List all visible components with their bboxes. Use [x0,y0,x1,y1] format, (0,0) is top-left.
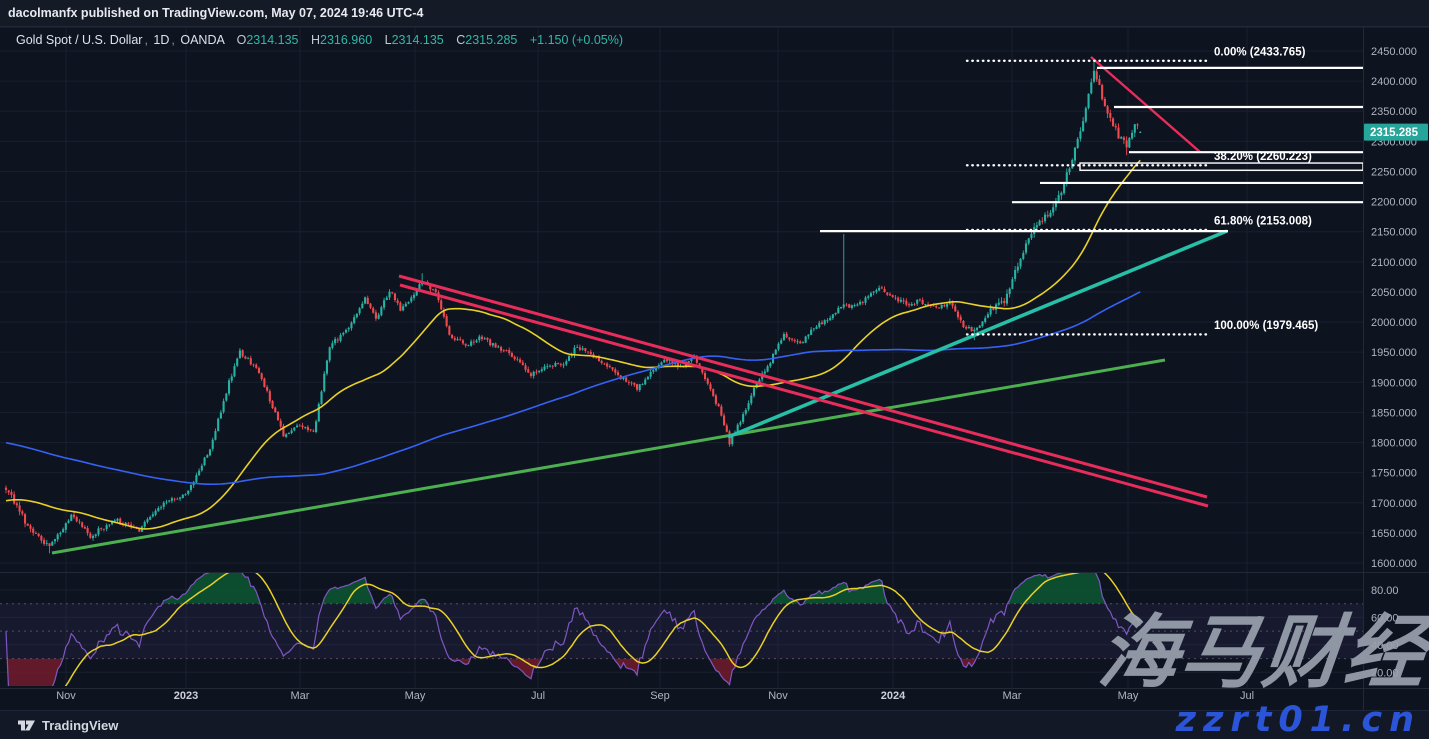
svg-text:2100.000: 2100.000 [1371,257,1417,269]
svg-text:2350.000: 2350.000 [1371,106,1417,118]
price-axis-labels: 2450.0002400.0002350.0002300.0002250.000… [1371,46,1417,679]
horizontal-ray-drawings[interactable] [820,66,1364,233]
descending-channel-upper [398,274,1208,499]
fib-level-label: 100.00% (1979.465) [1214,320,1318,332]
svg-text:1950.000: 1950.000 [1371,347,1417,359]
high-value: 2316.960 [320,33,373,47]
publish-info-text: dacolmanfx published on TradingView.com,… [8,6,424,20]
svg-text:May: May [405,690,426,702]
last-price-badge: 2315.285 [1364,123,1428,141]
change-value: +1.150 (+0.05%) [529,33,623,47]
svg-text:2450.000: 2450.000 [1371,46,1417,58]
fib-level-label: 0.00% (2433.765) [1214,46,1306,58]
low-value: 2314.135 [391,33,444,47]
svg-text:2150.000: 2150.000 [1371,227,1417,239]
rsi-line [5,573,1141,686]
svg-text:2315.285: 2315.285 [1370,127,1419,139]
svg-text:1750.000: 1750.000 [1371,468,1417,480]
close-label: C [456,33,466,47]
svg-text:Nov: Nov [56,690,76,702]
time-axis[interactable] [0,688,1363,710]
svg-text:80.00: 80.00 [1371,585,1399,597]
close-value: 2315.285 [465,33,518,47]
svg-text:2023: 2023 [174,690,198,702]
high-label: H [310,33,321,47]
svg-text:1700.000: 1700.000 [1371,498,1417,510]
candlestick-layer [4,60,1142,554]
svg-text:2400.000: 2400.000 [1371,76,1417,88]
svg-text:1600.000: 1600.000 [1371,558,1417,570]
svg-text:2250.000: 2250.000 [1371,166,1417,178]
svg-text:Sep: Sep [650,690,670,702]
svg-text:Mar: Mar [291,690,310,702]
svg-text:2200.000: 2200.000 [1371,197,1417,209]
svg-text:Nov: Nov [768,690,788,702]
publish-bar: dacolmanfx published on TradingView.com,… [0,0,1429,27]
low-label: L [384,33,392,47]
supply-zone-box [1079,162,1364,171]
descending-channel-lower [399,283,1209,508]
fib-level-label: 61.80% (2153.008) [1214,215,1312,227]
support-trendline-green [51,358,1166,555]
rsi-band [0,603,1363,659]
tradingview-brand-text[interactable]: TradingView [42,717,119,733]
open-label: O [236,33,247,47]
fib-level-label: 38.20% (2260.223) [1214,151,1312,163]
svg-text:May: May [1118,690,1139,702]
pane-separators [0,26,1429,710]
svg-text:60.00: 60.00 [1371,612,1399,624]
symbol-legend[interactable]: Gold Spot / U.S. Dollar, 1D, OANDA O2314… [16,33,623,47]
rsi-oversold-fill [7,658,977,687]
fib-retracement-drawing[interactable]: 0.00% (2433.765) 38.20% (2260.223) 61.80% … [965,46,1318,336]
interval-label[interactable]: 1D [153,33,170,47]
svg-text:1800.000: 1800.000 [1371,438,1417,450]
ma-fast-yellow [5,159,1141,530]
svg-text:1900.000: 1900.000 [1371,377,1417,389]
rsi-overbought-fill [6,572,1141,604]
svg-text:40.00: 40.00 [1371,640,1399,652]
price-axis[interactable] [1363,27,1429,688]
rsi-ma-line [64,573,1141,686]
time-axis-labels: Nov 2023 Mar May Jul Sep Nov 2024 Mar May Jul [56,690,1254,702]
exchange-label: OANDA [180,33,225,47]
svg-text:20.00: 20.00 [1371,667,1399,679]
trendline-drawings[interactable] [51,56,1228,555]
svg-text:1850.000: 1850.000 [1371,407,1417,419]
svg-text:Jul: Jul [531,690,545,702]
peak-downtrend-line [1090,56,1201,153]
symbol-name[interactable]: Gold Spot / U.S. Dollar [16,33,143,47]
svg-text:Jul: Jul [1240,690,1254,702]
tradingview-logo-icon[interactable] [18,718,35,733]
svg-text:2024: 2024 [881,690,906,702]
svg-text:Mar: Mar [1003,690,1022,702]
svg-text:2000.000: 2000.000 [1371,317,1417,329]
open-value: 2314.135 [246,33,299,47]
ma-slow-blue [5,291,1141,486]
footer-bar: TradingView [0,710,1429,739]
svg-text:1650.000: 1650.000 [1371,528,1417,540]
svg-text:2050.000: 2050.000 [1371,287,1417,299]
